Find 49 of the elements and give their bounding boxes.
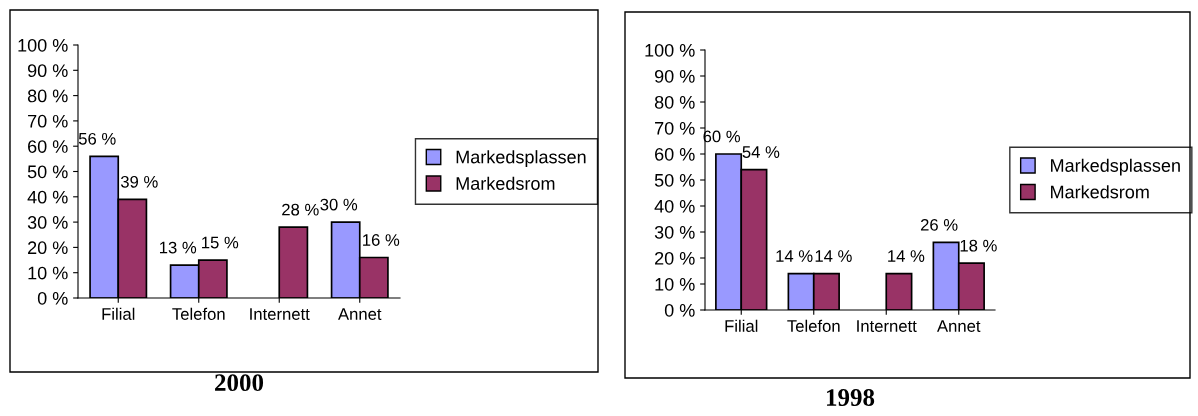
data-label: 13 % bbox=[160, 241, 197, 254]
y-tick-label: 50 % bbox=[27, 165, 68, 179]
text: 1998 bbox=[827, 389, 875, 406]
y-tick-label: 50 % bbox=[654, 173, 695, 187]
legend-label: Markedsrom bbox=[456, 176, 555, 190]
data-label: 28 % bbox=[282, 203, 319, 216]
y-tick-label: 0 % bbox=[37, 291, 68, 305]
y-tick-label: 90 % bbox=[654, 69, 695, 83]
x-tick-label: Annet bbox=[937, 320, 981, 332]
y-tick-label: 100 % bbox=[645, 43, 695, 57]
legend-label: Markedsrom bbox=[1051, 185, 1149, 199]
data-label: 16 % bbox=[363, 234, 400, 246]
data-label: 39 % bbox=[120, 175, 158, 188]
y-tick-label: 30 % bbox=[27, 216, 68, 229]
legend-label: Markedsplassen bbox=[456, 150, 586, 167]
data-label: 14 % bbox=[815, 250, 852, 262]
x-tick-label: Annet bbox=[338, 308, 382, 320]
y-tick-label: 40 % bbox=[27, 190, 68, 204]
data-label: 30 % bbox=[320, 198, 358, 211]
data-label: 18 % bbox=[960, 239, 997, 252]
x-tick-label: Internett bbox=[250, 308, 310, 320]
data-label: 26 % bbox=[920, 218, 958, 231]
x-tick-label: Telefon bbox=[787, 319, 840, 332]
legend-label: Markedsplassen bbox=[1051, 158, 1180, 176]
x-tick-label: Filial bbox=[725, 319, 758, 332]
y-tick-label: 40 % bbox=[654, 199, 695, 213]
data-label: 14 % bbox=[888, 250, 925, 262]
y-tick-label: 90 % bbox=[27, 64, 68, 78]
y-tick-label: 20 % bbox=[655, 251, 695, 265]
y-tick-label: 70 % bbox=[655, 121, 695, 135]
y-tick-label: 70 % bbox=[28, 114, 68, 128]
x-tick-label: Internett bbox=[857, 320, 917, 332]
y-tick-label: 10 % bbox=[655, 277, 695, 291]
x-tick-label: Filial bbox=[102, 307, 135, 320]
y-tick-label: 80 % bbox=[654, 95, 695, 109]
y-tick-label: 30 % bbox=[654, 225, 695, 239]
y-tick-label: 20 % bbox=[28, 241, 68, 255]
data-label: 15 % bbox=[202, 236, 239, 249]
y-tick-label: 10 % bbox=[28, 266, 68, 280]
y-tick-label: 0 % bbox=[664, 303, 695, 317]
y-tick-label: 60 % bbox=[28, 140, 68, 153]
data-label: 14 % bbox=[776, 250, 813, 262]
y-tick-label: 100 % bbox=[18, 38, 68, 52]
y-tick-label: 80 % bbox=[27, 89, 68, 103]
data-label: 56 % bbox=[78, 132, 116, 145]
y-tick-label: 60 % bbox=[655, 147, 695, 161]
data-label: 54 % bbox=[742, 146, 780, 158]
x-tick-label: Telefon bbox=[172, 307, 225, 320]
text: 2000 bbox=[215, 374, 264, 392]
